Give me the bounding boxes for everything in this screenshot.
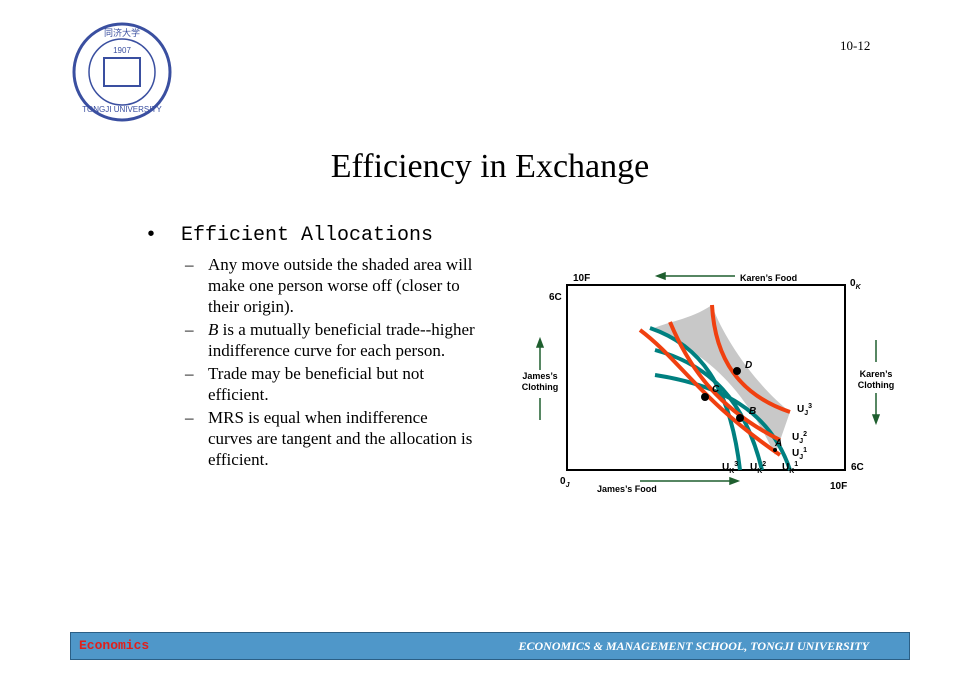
footer: Economics ECONOMICS & MANAGEMENT SCHOOL,…	[70, 632, 910, 660]
item-italic: B	[208, 320, 219, 339]
curve-label: J	[804, 410, 808, 417]
item-text: is a mutually beneficial trade--higher i…	[208, 320, 475, 360]
item-text: Any move outside the shaded area will ma…	[208, 255, 473, 316]
curve-label: K	[789, 468, 794, 475]
logo: 同济大学 1907 TONGJI UNIVERSITY	[72, 22, 172, 122]
item: Trade may be beneficial but not efficien…	[185, 363, 475, 405]
label: 0K	[850, 278, 862, 291]
label: 0J	[560, 476, 571, 489]
label: James’s Food	[597, 484, 657, 494]
page-number: 10-12	[840, 38, 871, 53]
item-text: Trade may be beneficial but not efficien…	[208, 364, 425, 404]
curve-label: UJ3	[797, 403, 812, 417]
curve-label: U	[750, 462, 757, 473]
curve-label: K	[729, 468, 734, 475]
curve-label: U	[792, 432, 799, 443]
point-label: B	[749, 406, 756, 417]
curve-label: U	[792, 448, 799, 459]
item: MRS is equal when indifference curves ar…	[185, 407, 475, 470]
item: Any move outside the shaded area will ma…	[185, 254, 475, 317]
label: 6C	[549, 292, 562, 303]
curve-label: UK3	[722, 461, 738, 475]
curve-label: U	[797, 404, 804, 415]
label: 10F	[830, 481, 847, 492]
label: 0	[850, 278, 856, 289]
point-label: A	[774, 438, 782, 449]
curve-label: UJ2	[792, 431, 807, 445]
item-text: MRS is equal when indifference curves ar…	[208, 408, 473, 469]
curve-label: 2	[762, 461, 766, 468]
item: B is a mutually beneficial trade--higher…	[185, 319, 475, 361]
curve-label: UK2	[750, 461, 766, 475]
curve-label: J	[799, 454, 803, 461]
footer-right: ECONOMICS & MANAGEMENT SCHOOL, TONGJI UN…	[518, 639, 869, 653]
sub-bullets: Any move outside the shaded area will ma…	[185, 254, 475, 472]
point-label: D	[745, 360, 752, 371]
logo-name: TONGJI UNIVERSITY	[82, 105, 162, 114]
curve-label: K	[757, 468, 762, 475]
curve-label: U	[722, 462, 729, 473]
curve-label: 3	[808, 403, 812, 410]
label: 10F	[573, 273, 590, 284]
logo-chars: 同济大学	[104, 27, 140, 38]
label: J	[566, 482, 571, 489]
label: 0	[560, 476, 566, 487]
footer-left: Economics	[79, 638, 150, 653]
curve-label: 3	[734, 461, 738, 468]
label: K	[856, 284, 862, 291]
label: Clothing	[522, 382, 559, 392]
label: James’s	[522, 371, 557, 381]
label: Karen’s Food	[740, 273, 797, 283]
bullet-text: Efficient Allocations	[181, 224, 434, 247]
curve-label: 1	[803, 447, 807, 454]
curve-label: 2	[803, 431, 807, 438]
curve-label: UK1	[782, 461, 798, 475]
label: Clothing	[858, 380, 895, 390]
diagram: 10F Karen’s Food 0K 6C James’s Clothing …	[522, 271, 895, 494]
label: Karen’s	[860, 369, 893, 379]
curve-label: 1	[794, 461, 798, 468]
curve-label: J	[799, 438, 803, 445]
curve-label: UJ1	[792, 447, 807, 461]
point-label: C	[712, 384, 720, 395]
bullet: • Efficient Allocations	[145, 224, 434, 247]
title: Efficiency in Exchange	[330, 148, 650, 185]
curve-label: U	[782, 462, 789, 473]
logo-year: 1907	[113, 46, 131, 55]
label: 6C	[851, 462, 864, 473]
